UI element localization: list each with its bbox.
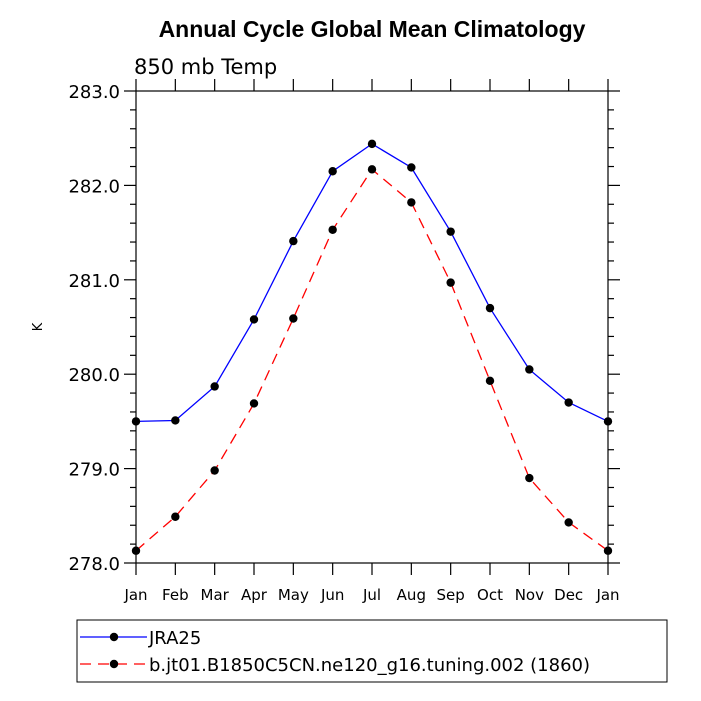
y-tick-label: 279.0 [68,460,120,481]
series-line-2 [135,168,609,552]
data-point [289,236,298,246]
y-tick-label: 282.0 [68,176,120,197]
data-point [171,416,180,425]
data-point [328,167,337,176]
legend-box [76,619,668,683]
data-point [603,546,613,555]
y-tick-label: 283.0 [68,82,120,103]
y-tick-label: 281.0 [68,271,120,292]
data-point [407,163,416,172]
data-point [564,518,573,527]
data-point [485,303,495,313]
data-point [131,417,141,426]
legend: JRA25 b.jt01.B1850C5CN.ne120_g16.tuning.0… [80,628,590,676]
x-tick-label: Aug [397,586,426,604]
x-tick-label: Apr [241,586,268,604]
data-point [249,399,259,408]
data-point [446,227,455,236]
axis-ticks: 278.0 279.0 280.0 281.0 282.0 283.0 Jan Feb Mar A… [68,79,620,604]
data-point [171,512,180,521]
data-point [367,165,377,174]
legend-marker-2 [109,659,119,669]
chart-subtitle: 850 mb Temp [134,55,277,79]
legend-marker-1 [109,632,119,642]
data-point [131,546,141,555]
x-tick-label: Nov [515,586,544,604]
y-axis-label: K [31,322,46,331]
legend-label-2: b.jt01.B1850C5CN.ne120_g16.tuning.002 (1… [149,655,590,676]
data-point [603,417,613,426]
data-point [525,365,534,374]
legend-label-1: JRA25 [148,628,201,649]
x-tick-label: Jun [320,586,344,604]
series-layer [131,139,613,555]
plot-frame [135,90,609,564]
x-tick-label: Oct [477,586,503,604]
data-point [367,139,377,149]
series-line-1 [135,143,609,423]
x-tick-label: May [278,586,309,604]
y-tick-label: 280.0 [68,365,120,386]
data-point [564,398,573,407]
x-tick-label: Jan [595,586,619,604]
x-tick-label: Mar [201,586,230,604]
data-point [485,376,495,386]
data-point [210,382,219,391]
data-point [407,198,416,207]
data-point [446,278,455,287]
x-tick-label: Dec [554,586,583,604]
y-tick-label: 278.0 [68,554,120,575]
data-point [328,225,337,234]
data-point [289,314,298,323]
data-point [210,466,219,475]
data-point [525,473,534,483]
chart-title: Annual Cycle Global Mean Climatology [159,16,586,42]
data-point [249,315,259,324]
x-tick-label: Jan [123,586,147,604]
x-tick-label: Feb [162,586,189,604]
x-tick-label: Sep [437,586,465,604]
x-tick-label: Jul [362,586,381,604]
